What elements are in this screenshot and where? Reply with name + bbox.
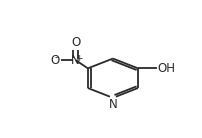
Text: OH: OH — [157, 62, 175, 75]
Text: N: N — [108, 98, 117, 111]
Text: +: + — [75, 54, 83, 63]
Text: N: N — [71, 54, 80, 67]
Text: O: O — [71, 36, 80, 49]
Text: -: - — [55, 53, 58, 63]
Text: O: O — [50, 54, 60, 67]
